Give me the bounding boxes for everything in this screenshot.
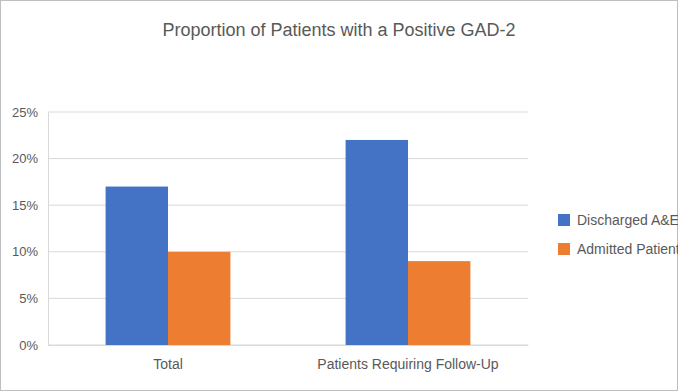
y-tick-label: 0% <box>19 338 38 353</box>
y-tick: 20% <box>12 151 48 166</box>
bar-series <box>106 140 408 345</box>
bar-series <box>168 252 470 345</box>
x-axis: Total Patients Requiring Follow-Up <box>49 345 529 372</box>
bar <box>168 252 230 345</box>
bars <box>106 140 471 345</box>
grid <box>48 112 528 345</box>
legend: Discharged A&E Admitted Patients <box>558 212 678 257</box>
legend-label: Admitted Patients <box>577 241 678 257</box>
grid-line <box>48 158 528 159</box>
x-tick: Total <box>153 345 183 372</box>
x-axis-line <box>49 345 529 346</box>
chart: Proportion of Patients with a Positive G… <box>0 0 678 391</box>
legend-label: Discharged A&E <box>577 212 678 228</box>
y-tick: 25% <box>12 105 48 120</box>
y-tick-label: 10% <box>12 244 38 259</box>
x-tick-label: Patients Requiring Follow-Up <box>317 356 499 372</box>
bar <box>106 187 168 345</box>
bar <box>408 261 470 345</box>
plot: 0% 5% 10% 15% 20% 25% Total Patients Requiring … <box>12 105 529 372</box>
y-tick-label: 20% <box>12 151 38 166</box>
y-tick-label: 15% <box>12 198 38 213</box>
y-axis: 0% 5% 10% 15% 20% 25% <box>12 105 49 353</box>
x-tick: Patients Requiring Follow-Up <box>317 345 499 372</box>
legend-swatch <box>558 214 570 226</box>
chart-title: Proportion of Patients with a Positive G… <box>162 20 515 40</box>
chart-frame <box>1 1 678 391</box>
y-tick: 15% <box>12 198 48 213</box>
x-tick-label: Total <box>153 356 183 372</box>
legend-swatch <box>558 243 570 255</box>
y-tick: 10% <box>12 244 48 259</box>
y-tick: 0% <box>19 338 48 353</box>
grid-line <box>48 112 528 113</box>
y-tick-label: 25% <box>12 105 38 120</box>
y-tick-label: 5% <box>19 291 38 306</box>
y-tick: 5% <box>19 291 48 306</box>
bar <box>346 140 408 345</box>
y-axis-line <box>48 113 49 346</box>
